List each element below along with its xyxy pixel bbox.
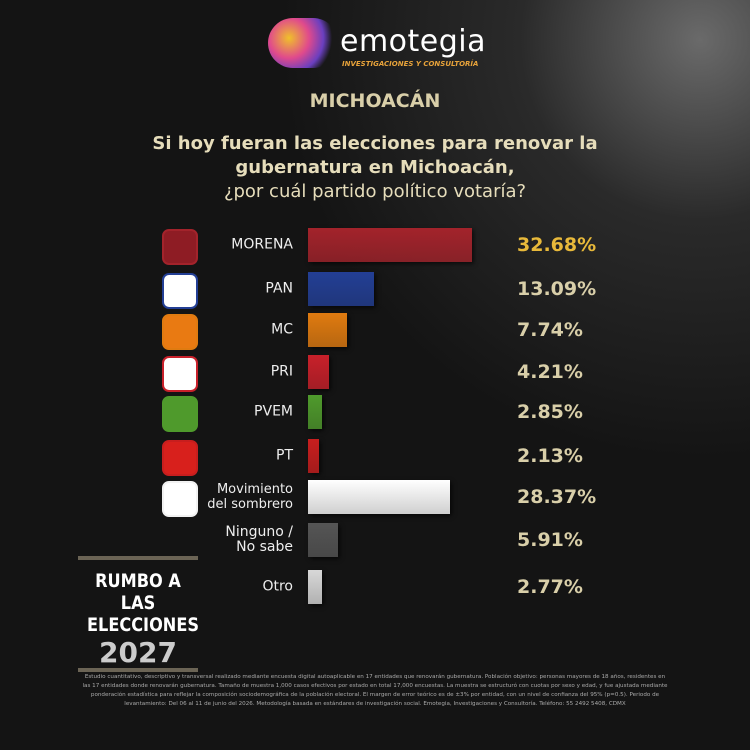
value-label: 2.85% bbox=[517, 401, 583, 423]
party-icon bbox=[162, 273, 198, 309]
badge-text: RUMBO A LAS bbox=[95, 570, 181, 614]
value-label: 4.21% bbox=[517, 361, 583, 383]
category-label: Ninguno / No sabe bbox=[225, 524, 293, 555]
bar bbox=[308, 480, 451, 514]
party-icon bbox=[162, 314, 198, 350]
party-icon bbox=[162, 440, 198, 476]
category-label: Movimiento del sombrero bbox=[207, 482, 293, 512]
value-label: 5.91% bbox=[517, 529, 583, 551]
value-label: 7.74% bbox=[517, 319, 583, 341]
chart-subtitle: MICHOACÁN bbox=[309, 90, 441, 112]
chart-title: gubernatura en Michoacán, bbox=[235, 157, 515, 178]
value-label: 2.77% bbox=[517, 576, 583, 598]
bar bbox=[308, 272, 374, 306]
bar bbox=[308, 228, 473, 262]
value-label: 28.37% bbox=[517, 486, 597, 508]
party-icon bbox=[162, 229, 198, 265]
category-label: PVEM bbox=[254, 403, 293, 420]
category-label: PAN bbox=[265, 280, 293, 297]
bar bbox=[308, 313, 347, 347]
bar bbox=[308, 523, 338, 557]
brand-tagline: INVESTIGACIONES Y CONSULTORÍA bbox=[342, 60, 479, 68]
chart-title: ¿por cuál partido político votaría? bbox=[223, 181, 527, 202]
badge: RUMBO A LAS ELECCIONES 2027 bbox=[78, 556, 199, 672]
bar bbox=[308, 395, 323, 429]
badge-text: ELECCIONES bbox=[87, 614, 199, 636]
value-label: 13.09% bbox=[517, 278, 597, 300]
party-icon bbox=[162, 396, 198, 432]
brand-logo bbox=[268, 18, 338, 68]
party-icon bbox=[162, 356, 198, 392]
bar bbox=[308, 570, 322, 604]
chart-title: Si hoy fueran las elecciones para renova… bbox=[152, 133, 598, 154]
category-label: MORENA bbox=[231, 236, 293, 253]
value-label: 32.68% bbox=[517, 234, 597, 256]
party-icon bbox=[162, 481, 198, 517]
category-label: PRI bbox=[270, 363, 293, 380]
brand-name: emotegia bbox=[340, 24, 487, 59]
category-label: Otro bbox=[262, 578, 293, 595]
bar bbox=[308, 355, 330, 389]
category-label: PT bbox=[276, 447, 293, 464]
value-label: 2.13% bbox=[517, 445, 583, 467]
badge-year: 2027 bbox=[99, 636, 177, 669]
footnote: Estudio cuantitativo, descriptivo y tran… bbox=[82, 674, 668, 707]
category-label: MC bbox=[271, 321, 293, 338]
bar bbox=[308, 439, 319, 473]
